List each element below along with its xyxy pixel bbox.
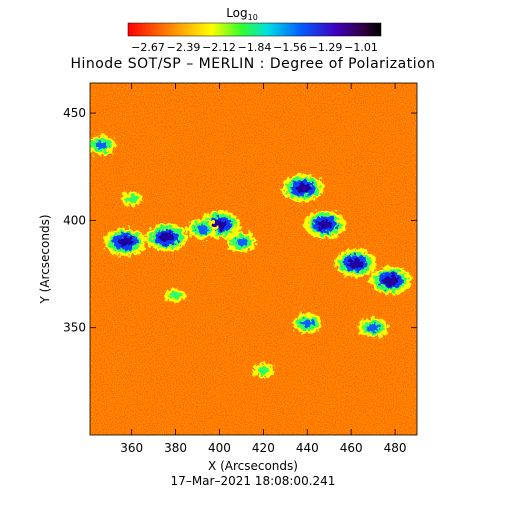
timestamp: 17–Mar–2021 18:08:00.241 xyxy=(171,474,336,488)
y-tick-label: 400 xyxy=(63,213,86,227)
y-tick-label: 350 xyxy=(63,321,86,335)
polarization-region xyxy=(367,323,380,332)
x-tick-label: 400 xyxy=(208,441,231,455)
x-axis-ticks: 360 380 400 420 440 460 480 xyxy=(120,83,407,455)
x-tick-label: 440 xyxy=(296,441,319,455)
polarization-region xyxy=(159,232,175,243)
colorbar-tick-label: −1.01 xyxy=(344,41,378,54)
polarization-region xyxy=(117,236,133,247)
colorbar-tick-label: −2.39 xyxy=(167,41,201,54)
colorbar-tick-label: −2.67 xyxy=(131,41,165,54)
x-tick-label: 360 xyxy=(120,441,143,455)
polarization-region xyxy=(94,141,107,150)
colorbar xyxy=(127,22,382,37)
plot-frame xyxy=(89,82,418,436)
polarization-region xyxy=(235,237,248,246)
y-axis-ticks: 350 400 450 xyxy=(63,106,417,335)
colorbar-tick-label: −2.12 xyxy=(202,41,236,54)
polarization-region xyxy=(125,194,138,203)
x-tick-label: 420 xyxy=(252,441,275,455)
polarization-region xyxy=(169,291,182,300)
x-tick-label: 460 xyxy=(340,441,363,455)
polarization-region xyxy=(195,224,208,233)
colorbar-label: Log10 xyxy=(226,6,258,22)
y-tick-label: 450 xyxy=(63,106,86,120)
x-tick-label: 480 xyxy=(384,441,407,455)
polarization-region xyxy=(295,183,311,194)
x-tick-label: 380 xyxy=(164,441,187,455)
x-axis-label: X (Arcseconds) xyxy=(208,459,298,473)
colorbar-ticks: −2.67 −2.39 −2.12 −1.84 −1.56 −1.29 −1.01 xyxy=(131,41,378,54)
polarization-region xyxy=(317,219,333,230)
heatmap-image xyxy=(90,83,417,435)
polarization-region xyxy=(301,319,314,328)
polarization-region xyxy=(383,275,399,286)
polarization-region xyxy=(257,366,270,375)
colorbar-tick-label: −1.56 xyxy=(273,41,307,54)
polarization-region xyxy=(348,258,364,269)
colorbar-tick-label: −1.84 xyxy=(238,41,272,54)
chart-title: Hinode SOT/SP – MERLIN : Degree of Polar… xyxy=(70,56,435,72)
colorbar-tick-label: −1.29 xyxy=(309,41,343,54)
y-axis-label: Y (Arcseconds) xyxy=(38,214,52,304)
